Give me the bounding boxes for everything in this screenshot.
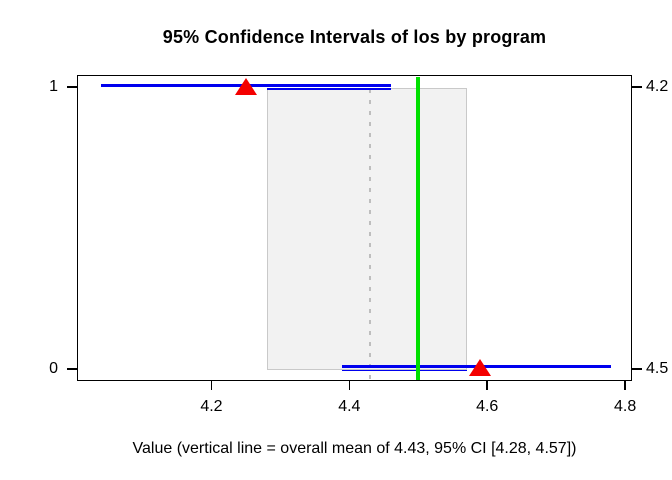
y-axis-tick-label: 1 <box>49 78 58 96</box>
y-axis-tick-label: 0 <box>49 359 58 377</box>
ci-line-thin-group-1 <box>266 88 391 90</box>
x-axis-tick <box>210 381 213 390</box>
plot-area <box>77 75 632 381</box>
ci-line-thin-group-0 <box>342 369 467 372</box>
x-axis-tick-label: 4.4 <box>338 398 361 415</box>
group-mean-right-label: 4.5 <box>646 359 669 377</box>
chart-title: 95% Confidence Intervals of los by progr… <box>162 27 547 47</box>
group-mean-triangle-marker <box>234 77 257 95</box>
y-axis-right-tick <box>632 86 642 88</box>
y-axis-tick <box>67 368 77 370</box>
x-axis-tick <box>348 381 351 390</box>
x-axis-tick-label: 4.2 <box>200 398 223 415</box>
x-axis-tick <box>486 381 488 390</box>
x-axis-title: Value (vertical line = overall mean of 4… <box>132 440 577 457</box>
group-mean-triangle-marker <box>469 359 492 377</box>
y-axis-tick <box>67 86 77 88</box>
overall-reference-line <box>416 76 421 380</box>
group-mean-right-label: 4.2 <box>646 78 669 96</box>
overall-mean-dashed-line <box>368 89 372 380</box>
x-axis-tick-label: 4.8 <box>613 398 637 415</box>
overall-ci-band <box>266 88 467 370</box>
y-axis-right-tick <box>632 368 642 370</box>
x-axis-tick-label: 4.6 <box>476 398 499 415</box>
x-axis-tick <box>624 381 626 390</box>
